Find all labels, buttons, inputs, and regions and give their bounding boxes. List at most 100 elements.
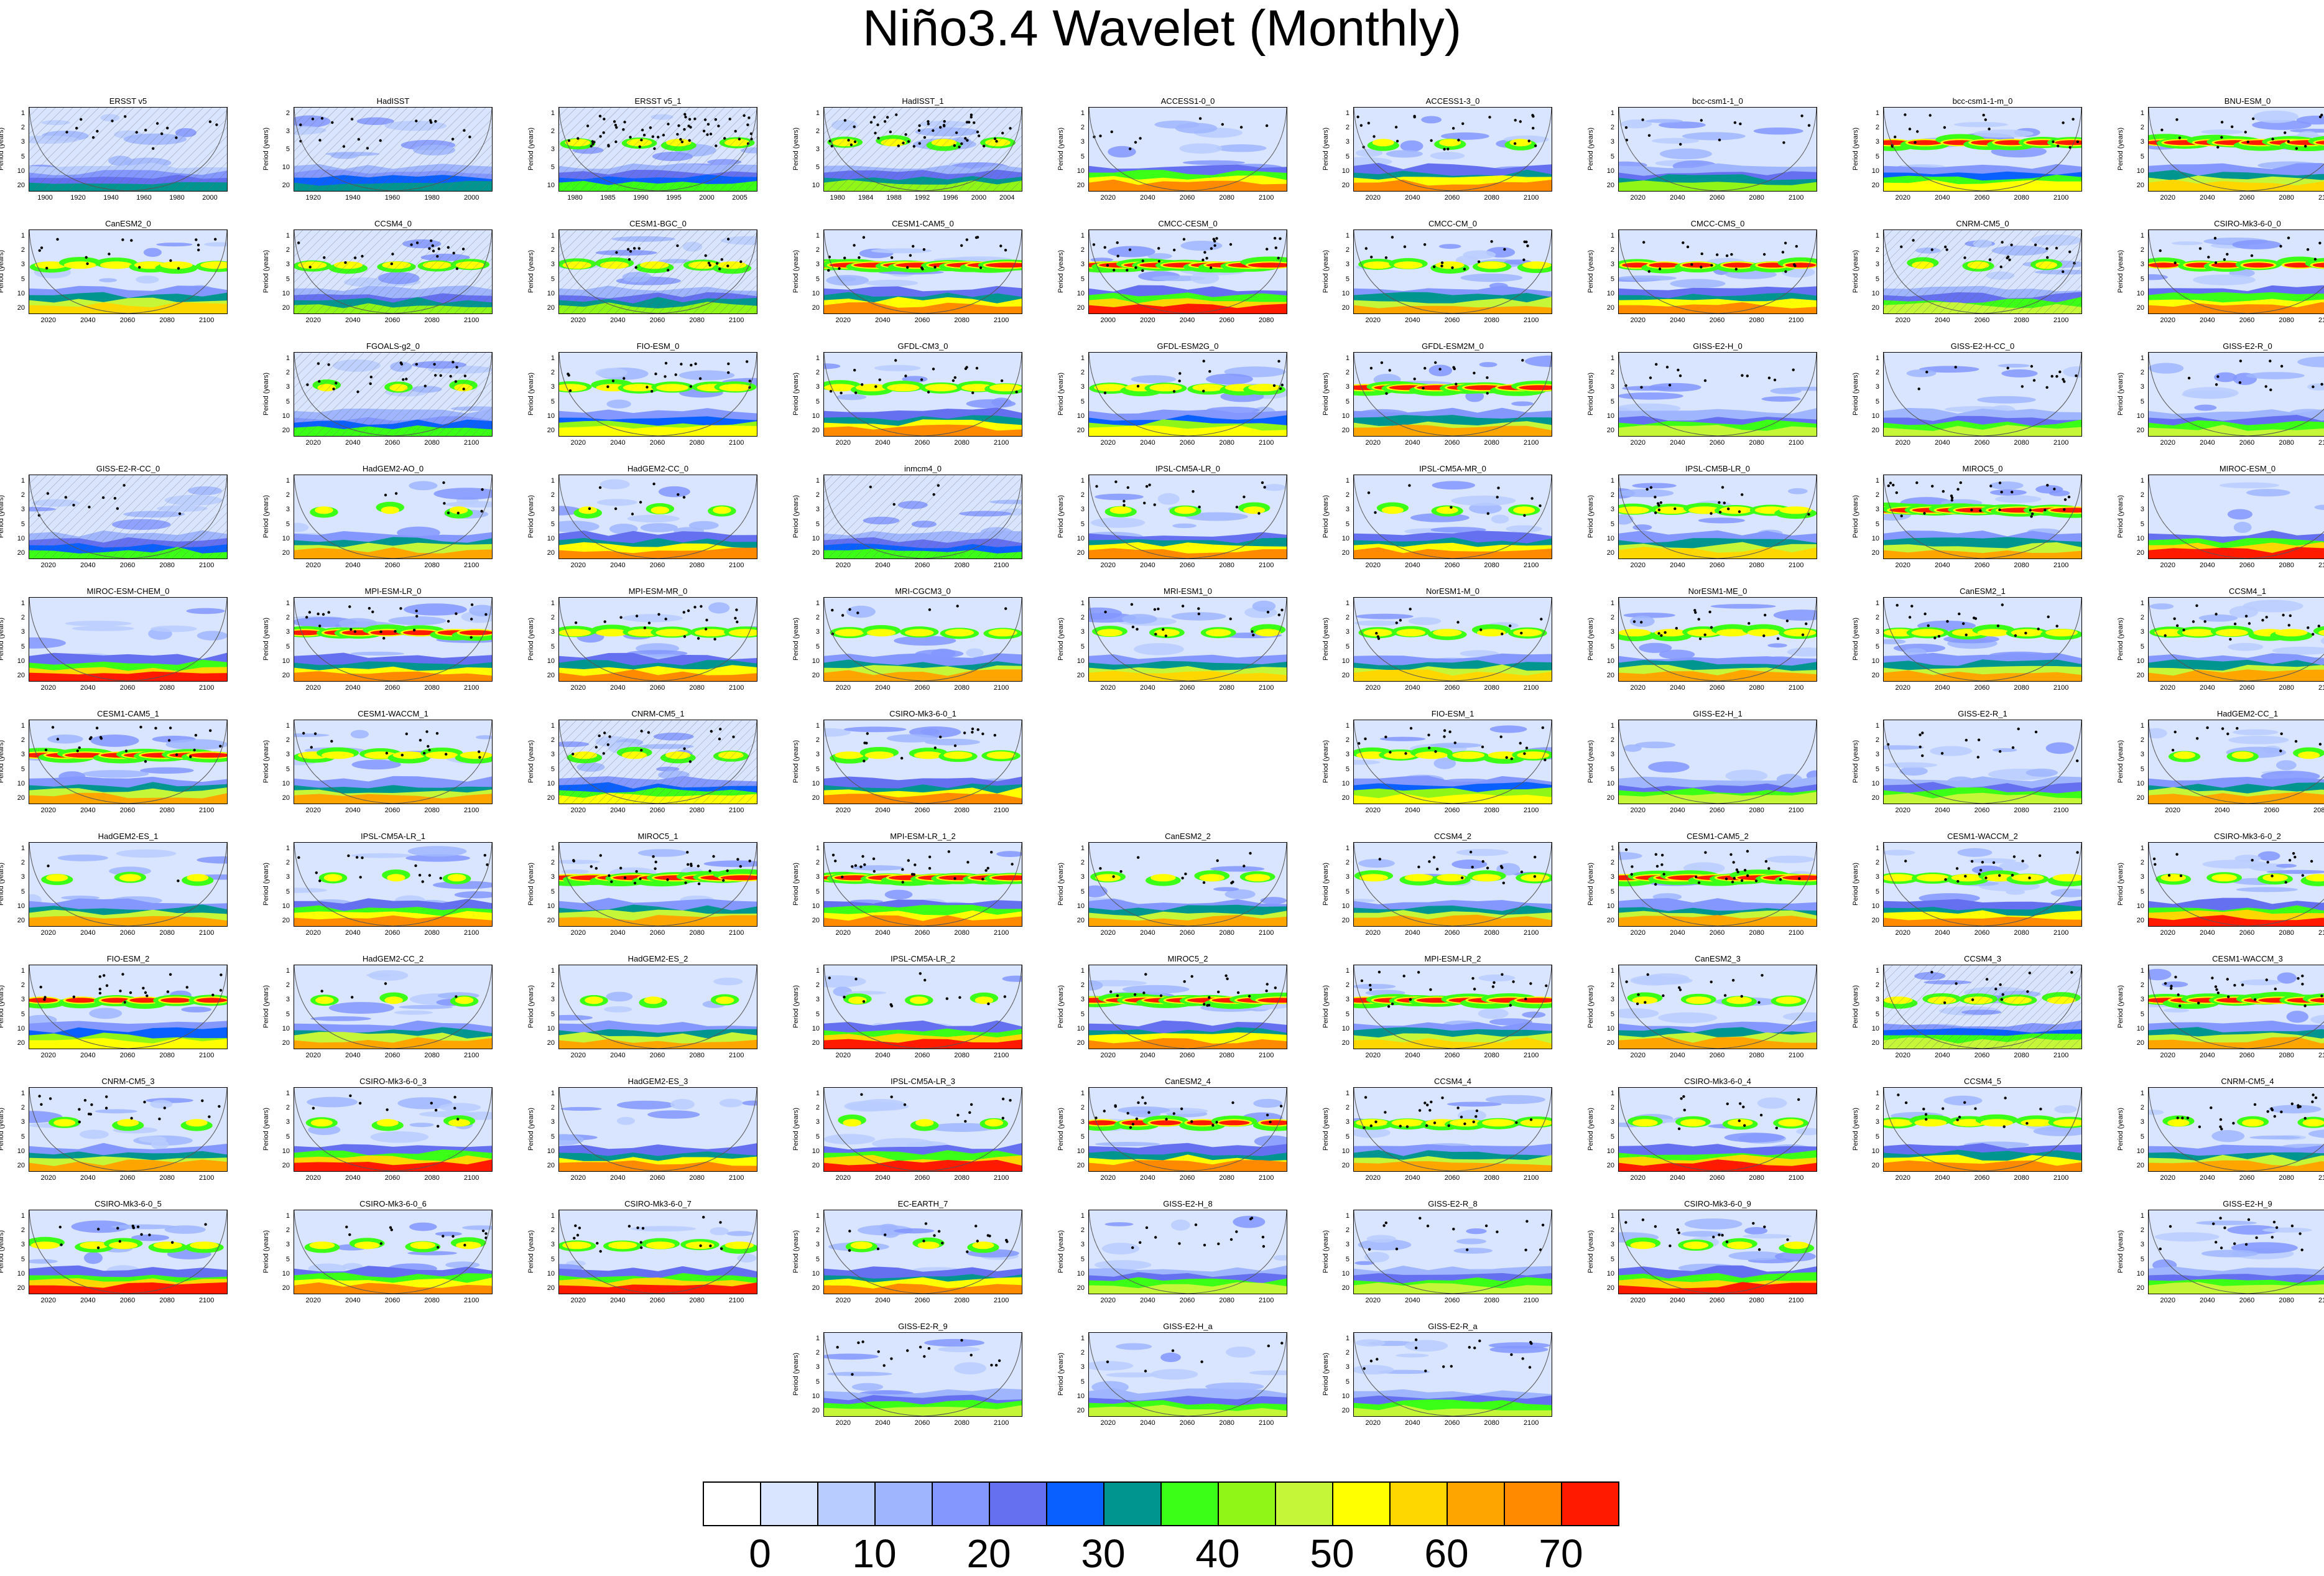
power-contour xyxy=(1958,848,1993,857)
significance-dot xyxy=(687,863,689,866)
significance-dot xyxy=(607,743,609,746)
significance-dot xyxy=(456,1118,459,1120)
y-tick-label: 2 xyxy=(14,981,25,989)
wavelet-power-svg xyxy=(1089,965,1287,1049)
power-contour xyxy=(1658,1013,1717,1023)
x-tick-label: 2040 xyxy=(605,439,630,447)
x-tick-label: 1920 xyxy=(66,194,91,202)
significance-dot xyxy=(2269,359,2271,362)
panel-title: MPI-ESM-LR_2 xyxy=(1353,955,1552,963)
significance-dot xyxy=(920,266,923,269)
x-tick-label: 2060 xyxy=(1705,929,1729,937)
significance-dot xyxy=(749,860,751,862)
significance-dot xyxy=(634,882,636,884)
x-tick-label: 2060 xyxy=(1175,1174,1200,1182)
significance-dot xyxy=(586,124,589,127)
significance-dot xyxy=(1368,491,1370,494)
significance-dot xyxy=(2280,733,2283,735)
significance-dot xyxy=(1206,1004,1208,1006)
x-tick-label: 2020 xyxy=(2160,807,2185,814)
significance-dot xyxy=(1784,242,1787,244)
significance-dot xyxy=(1956,880,1959,883)
significance-dot xyxy=(1384,1111,1386,1113)
panel-title: CESM1-WACCM_1 xyxy=(294,710,493,718)
significance-dot xyxy=(1889,482,1892,484)
y-tick-label: 2 xyxy=(279,1104,290,1111)
significance-dot xyxy=(876,124,879,126)
significance-dot xyxy=(1625,126,1627,129)
significance-dot xyxy=(727,238,729,240)
y-tick-label: 5 xyxy=(808,1011,820,1018)
y-tick-label: 2 xyxy=(1868,124,1879,131)
significance-dot xyxy=(154,727,157,730)
significance-dot xyxy=(2026,990,2029,993)
low-frequency-power-band xyxy=(1619,915,1817,926)
x-tick-label: 2040 xyxy=(75,929,100,937)
significance-dot xyxy=(1524,998,1527,1000)
power-contour xyxy=(1491,515,1509,524)
y-tick-label: 3 xyxy=(1603,751,1614,758)
y-tick-label: 10 xyxy=(279,780,290,787)
x-tick-label: 2060 xyxy=(1175,684,1200,692)
y-tick-label: 10 xyxy=(2133,902,2144,910)
significance-dot xyxy=(1436,868,1438,870)
significance-dot xyxy=(863,759,865,762)
y-tick-label: 2 xyxy=(544,981,555,989)
significance-dot xyxy=(884,120,886,123)
y-tick-label: 3 xyxy=(279,751,290,758)
x-tick-label: 2080 xyxy=(1744,562,1769,569)
significance-dot xyxy=(628,258,631,261)
y-tick-label: 3 xyxy=(2133,628,2144,636)
panel-title: CESM1-CAM5_1 xyxy=(29,710,228,718)
wavelet-power-svg xyxy=(824,965,1022,1049)
significance-dot xyxy=(848,608,851,611)
y-tick-label: 1 xyxy=(1603,477,1614,484)
y-tick-label: 3 xyxy=(1868,873,1879,881)
significance-dot xyxy=(1644,1001,1646,1004)
panel-title: HadGEM2-CC_0 xyxy=(558,465,757,473)
y-tick-label: 3 xyxy=(1868,383,1879,391)
x-tick-label: 2080 xyxy=(2274,562,2299,569)
significance-dot xyxy=(1210,247,1213,249)
significance-dot xyxy=(834,860,836,862)
significance-dot xyxy=(189,756,192,758)
significance-dot xyxy=(1655,853,1657,856)
power-contour xyxy=(410,386,442,392)
power-contour xyxy=(617,1117,635,1125)
x-tick-label: 2060 xyxy=(380,1174,405,1182)
significance-dot xyxy=(1414,378,1416,380)
x-tick-label: 2020 xyxy=(1891,439,1915,447)
x-tick-label: 2100 xyxy=(459,929,484,937)
significance-dot xyxy=(1977,756,1979,758)
significance-dot xyxy=(369,382,372,385)
y-tick-label: 20 xyxy=(14,1162,25,1169)
x-tick-label: 2060 xyxy=(1215,317,1239,324)
y-tick-label: 5 xyxy=(14,643,25,651)
power-contour xyxy=(912,521,937,527)
significance-dot xyxy=(856,611,859,614)
significance-dot xyxy=(2039,855,2041,857)
y-tick-label: 3 xyxy=(279,628,290,636)
significance-dot xyxy=(1679,143,1682,146)
power-contour xyxy=(1356,614,1414,619)
significance-dot xyxy=(1522,259,1525,261)
significance-dot xyxy=(433,363,435,366)
x-tick-label: 2080 xyxy=(1479,1052,1504,1059)
x-tick-label: 2040 xyxy=(1930,562,1955,569)
x-tick-label: 2000 xyxy=(198,194,223,202)
x-tick-label: 1980 xyxy=(165,194,190,202)
x-tick-label: 2060 xyxy=(1970,317,1994,324)
wavelet-plot-area xyxy=(294,842,493,927)
significance-dot xyxy=(1237,991,1239,994)
power-contour xyxy=(844,1101,892,1111)
significance-dot xyxy=(1396,621,1398,624)
power-contour xyxy=(2150,603,2174,610)
significance-dot xyxy=(1677,369,1679,371)
significance-dot xyxy=(2319,743,2322,745)
power-contour xyxy=(885,890,913,900)
significance-dot xyxy=(1231,1101,1234,1104)
wavelet-power-svg xyxy=(2149,230,2324,313)
power-contour xyxy=(2228,509,2252,519)
